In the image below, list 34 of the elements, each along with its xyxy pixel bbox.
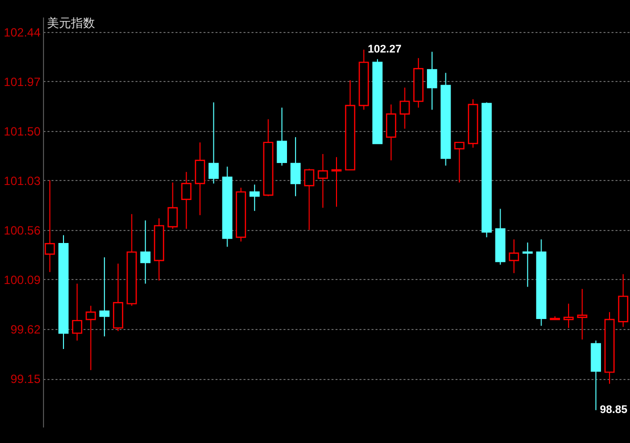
y-tick-label: 99.15: [10, 372, 41, 386]
candlestick: [72, 283, 82, 342]
y-tick-label: 101.97: [4, 74, 41, 89]
annotation: 98.85: [600, 404, 628, 416]
candlestick: [318, 154, 328, 208]
candlestick: [304, 168, 314, 230]
y-tick-label: 101.03: [4, 174, 41, 188]
candlestick: [563, 303, 574, 328]
candlestick: [508, 238, 520, 274]
candlestick: [99, 256, 110, 337]
candlestick: [181, 171, 192, 230]
candlestick: [194, 142, 206, 216]
candlestick: [454, 142, 464, 183]
candlestick: [168, 182, 178, 230]
annotation: 102.27: [368, 44, 402, 56]
candlestick: [44, 180, 55, 273]
y-tick-label: 100.56: [4, 223, 41, 238]
candlestick: [276, 107, 287, 166]
y-tick-label: 99.62: [10, 322, 41, 336]
chart-title: 美元指数: [47, 16, 95, 30]
candlestick: [577, 288, 588, 340]
candlestick: [331, 156, 342, 208]
candlestick: [208, 102, 219, 184]
candlestick: [86, 305, 96, 371]
candlestick: [386, 104, 396, 161]
candlestick: [140, 220, 150, 284]
y-tick-label: 102.44: [4, 25, 41, 40]
candlestick: [249, 184, 260, 212]
y-tick-label: 100.09: [4, 272, 41, 287]
candlestick: [400, 87, 410, 130]
candlestick: [426, 51, 438, 110]
candlestick: [522, 242, 533, 288]
candlestick: [290, 136, 301, 197]
y-tick-label: 101.50: [4, 124, 41, 138]
